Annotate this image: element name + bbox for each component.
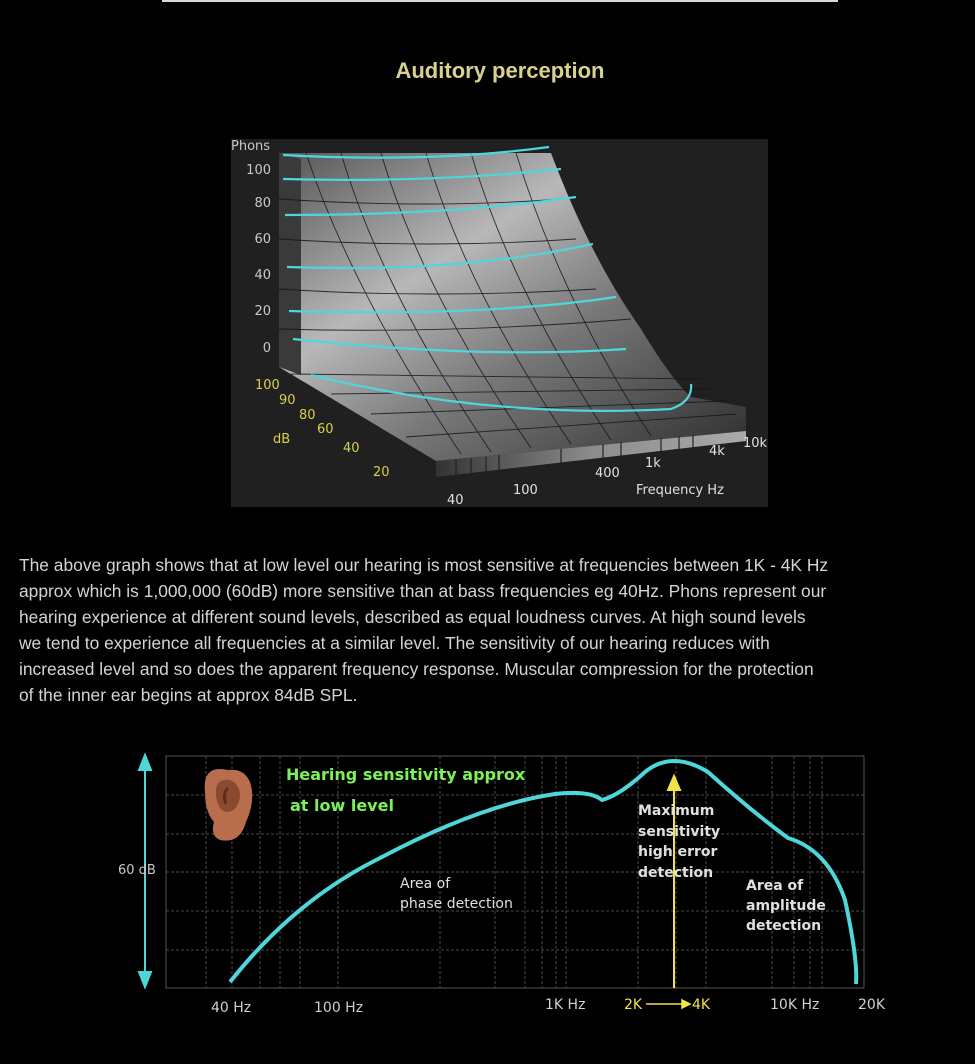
db-tick: 60 bbox=[317, 422, 334, 437]
frequency-tick: 400 bbox=[595, 466, 620, 481]
phon-tick: 80 bbox=[254, 196, 271, 211]
curve-0-phon bbox=[292, 337, 627, 354]
db-tick: 100 bbox=[255, 378, 280, 393]
phon-tick: 0 bbox=[263, 341, 271, 356]
amplitude-annotation-line: amplitude bbox=[746, 898, 826, 914]
page-title: Auditory perception bbox=[395, 58, 605, 83]
surface-front-edge bbox=[436, 431, 746, 477]
sensitivity-plot-area bbox=[165, 755, 865, 989]
x-tick-label: 100 Hz bbox=[314, 1000, 363, 1016]
max-annotation-line: high error bbox=[638, 844, 718, 860]
max-sensitivity-arrow bbox=[666, 773, 682, 988]
equal-loudness-surface-chart: Phons 100 80 60 40 20 0 100 90 80 60 40 … bbox=[231, 139, 768, 507]
curve-80-phon bbox=[282, 167, 562, 181]
x-tick-label: 10K Hz bbox=[770, 997, 819, 1013]
x-tick-label-2k: 2K bbox=[624, 997, 643, 1013]
range-arrow bbox=[137, 752, 153, 990]
x-tick-label: 1K Hz bbox=[545, 997, 585, 1013]
amplitude-annotation-line: detection bbox=[746, 918, 821, 934]
frequency-tick: 1k bbox=[645, 456, 661, 471]
phase-annotation-line: Area of bbox=[400, 876, 451, 892]
sixty-db-label: 60 dB bbox=[118, 863, 156, 878]
ear-icon bbox=[204, 768, 253, 841]
db-axis-label: dB bbox=[273, 432, 290, 447]
phon-tick: 60 bbox=[254, 232, 271, 247]
curve-threshold bbox=[310, 373, 693, 412]
x-tick-label-4k: 4K bbox=[692, 997, 711, 1013]
frequency-axis-label: Frequency Hz bbox=[636, 483, 724, 498]
max-annotation-line: Maximum bbox=[638, 803, 714, 819]
max-annotation-line: detection bbox=[638, 865, 713, 881]
db-tick: 20 bbox=[373, 465, 390, 480]
phon-axis-label: Phons bbox=[231, 139, 270, 154]
phon-tick: 20 bbox=[254, 304, 271, 319]
sensitivity-grid bbox=[166, 756, 864, 988]
curve-40-phon bbox=[286, 242, 594, 270]
frequency-tick: 100 bbox=[513, 483, 538, 498]
x-tick-label: 40 Hz bbox=[211, 1000, 251, 1016]
frequency-tick: 40 bbox=[447, 493, 464, 507]
db-tick: 40 bbox=[343, 441, 360, 456]
amplitude-annotation-line: Area of bbox=[746, 878, 804, 894]
top-divider bbox=[162, 0, 838, 2]
db-tick: 90 bbox=[279, 393, 296, 408]
equal-loudness-curves bbox=[282, 145, 693, 412]
curve-20-phon bbox=[288, 295, 617, 314]
surface-left-wall bbox=[279, 153, 301, 375]
phon-tick: 40 bbox=[254, 268, 271, 283]
phase-annotation-line: phase detection bbox=[400, 896, 513, 912]
hearing-sensitivity-chart: 60 dB Hearing sensitivity approx at low … bbox=[118, 752, 886, 1016]
sensitivity-curve bbox=[228, 759, 859, 985]
front-edge-stripes bbox=[455, 435, 694, 475]
x-tick-label: 20K bbox=[858, 997, 886, 1013]
frequency-tick: 10k bbox=[743, 436, 768, 451]
frequency-tick: 4k bbox=[709, 444, 725, 459]
curve-60-phon bbox=[284, 195, 577, 217]
description-paragraph: The above graph shows that at low level … bbox=[19, 555, 829, 705]
range-2k-4k-arrow bbox=[646, 998, 692, 1010]
max-annotation-line: sensitivity bbox=[638, 824, 720, 840]
sensitivity-title-line1: Hearing sensitivity approx bbox=[286, 765, 526, 784]
sensitivity-title-line2: at low level bbox=[290, 796, 394, 815]
db-tick: 80 bbox=[299, 408, 316, 423]
phon-tick: 100 bbox=[246, 163, 271, 178]
curve-100-phon bbox=[282, 145, 550, 159]
